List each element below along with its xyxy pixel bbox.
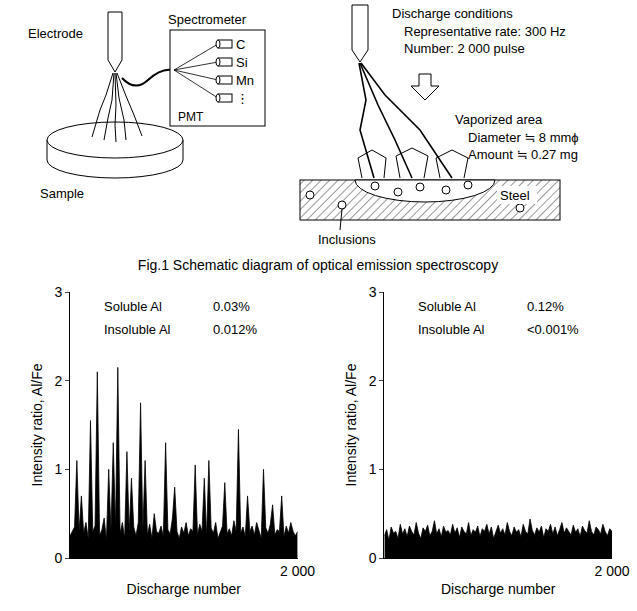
svg-text:<0.001%: <0.001% bbox=[527, 322, 579, 337]
svg-text:0: 0 bbox=[54, 550, 62, 566]
svg-text:Intensity ratio, Al/Fe: Intensity ratio, Al/Fe bbox=[29, 363, 45, 486]
svg-text:Diameter ≒ 8 mmϕ: Diameter ≒ 8 mmϕ bbox=[468, 130, 579, 145]
svg-text:3: 3 bbox=[54, 284, 62, 300]
svg-text:1: 1 bbox=[369, 461, 377, 477]
svg-text:2: 2 bbox=[369, 373, 377, 389]
svg-text:Intensity ratio, Al/Fe: Intensity ratio, Al/Fe bbox=[343, 363, 359, 486]
svg-text:Inclusions: Inclusions bbox=[318, 232, 376, 247]
svg-text:Si: Si bbox=[236, 55, 248, 70]
svg-text:0.012%: 0.012% bbox=[213, 322, 258, 337]
svg-text:Vaporized area: Vaporized area bbox=[455, 112, 543, 127]
svg-text:⋮: ⋮ bbox=[236, 91, 249, 106]
svg-text:C: C bbox=[236, 37, 245, 52]
svg-text:0: 0 bbox=[369, 550, 377, 566]
svg-text:1: 1 bbox=[54, 461, 62, 477]
svg-text:Steel: Steel bbox=[500, 188, 530, 203]
svg-text:Amount ≒ 0.27 mg: Amount ≒ 0.27 mg bbox=[468, 147, 578, 162]
svg-text:Sample: Sample bbox=[40, 186, 84, 201]
svg-text:0.12%: 0.12% bbox=[527, 299, 564, 314]
svg-text:Soluble Al: Soluble Al bbox=[104, 299, 162, 314]
svg-text:Representative rate: 300 Hz: Representative rate: 300 Hz bbox=[404, 24, 566, 39]
svg-text:2 000: 2 000 bbox=[280, 563, 315, 579]
svg-text:Discharge number: Discharge number bbox=[441, 581, 556, 597]
svg-text:Discharge conditions: Discharge conditions bbox=[392, 6, 513, 21]
svg-text:Soluble Al: Soluble Al bbox=[418, 299, 476, 314]
svg-text:Mn: Mn bbox=[236, 73, 254, 88]
svg-text:Insoluble Al: Insoluble Al bbox=[104, 322, 171, 337]
svg-text:Insoluble Al: Insoluble Al bbox=[418, 322, 485, 337]
svg-text:2 000: 2 000 bbox=[594, 563, 629, 579]
svg-text:Electrode: Electrode bbox=[28, 26, 83, 41]
svg-text:3: 3 bbox=[369, 284, 377, 300]
svg-text:PMT: PMT bbox=[178, 110, 204, 124]
svg-text:Fig.1 Schematic diagram of op: Fig.1 Schematic diagram of optical emiss… bbox=[138, 257, 498, 273]
svg-text:2: 2 bbox=[54, 373, 62, 389]
svg-text:Number: 2 000 pulse: Number: 2 000 pulse bbox=[404, 41, 525, 56]
svg-text:Discharge number: Discharge number bbox=[127, 581, 242, 597]
svg-text:Spectrometer: Spectrometer bbox=[168, 12, 247, 27]
svg-text:0.03%: 0.03% bbox=[213, 299, 250, 314]
